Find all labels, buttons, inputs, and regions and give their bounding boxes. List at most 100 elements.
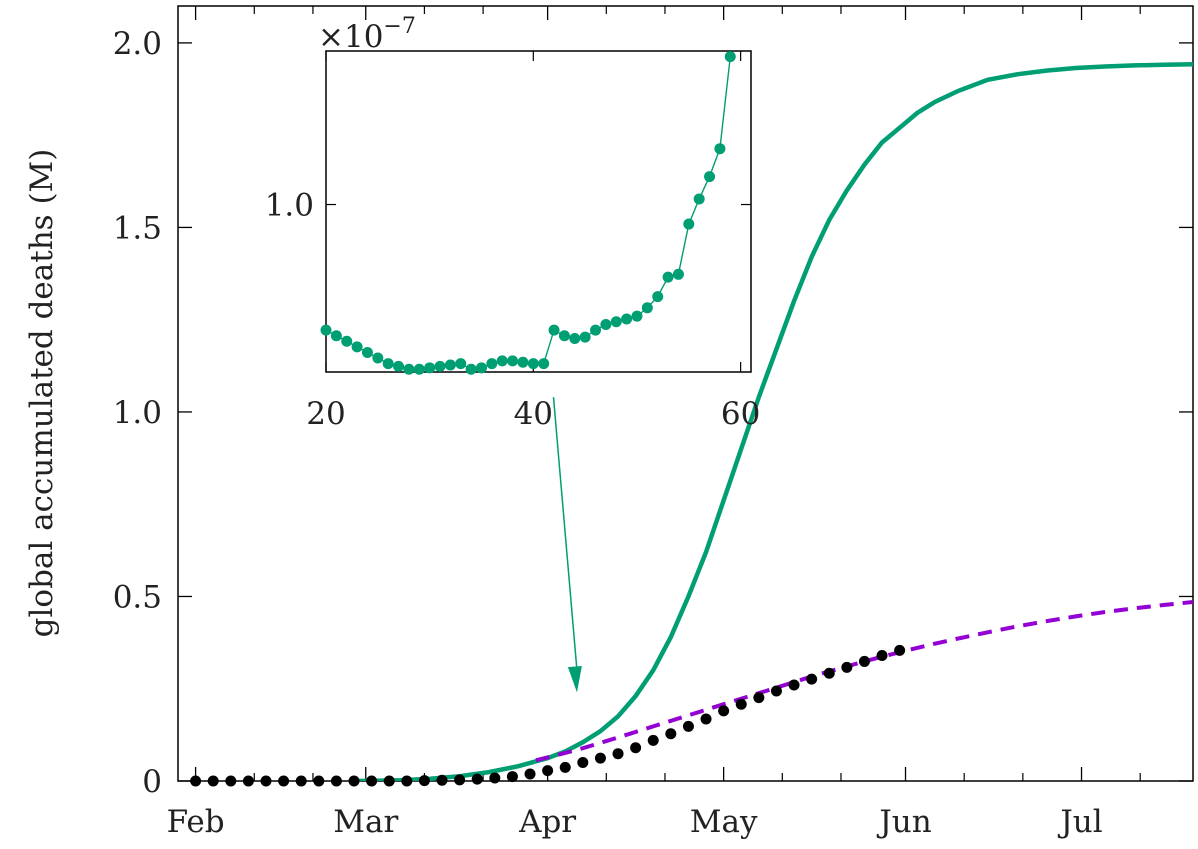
x-tick-label: Jun <box>876 804 931 840</box>
y-axis-label: global accumulated deaths (M) <box>24 149 60 638</box>
observed-point <box>735 698 747 710</box>
observed-point <box>682 720 694 732</box>
inset-exponent-label: ×10−7 <box>318 14 416 55</box>
observed-point <box>383 775 395 787</box>
inset-point <box>361 346 373 358</box>
observed-point <box>647 734 659 746</box>
y-tick-label: 0 <box>142 764 162 800</box>
inset-point <box>558 330 570 342</box>
inset-point <box>486 358 498 370</box>
observed-point <box>524 768 536 780</box>
inset-x-tick-label: 40 <box>514 396 553 432</box>
observed-point <box>788 679 800 691</box>
inset-point <box>579 331 591 343</box>
inset-point <box>496 355 508 367</box>
inset-point <box>330 330 342 342</box>
observed-point <box>858 655 870 667</box>
observed-point <box>471 773 483 785</box>
inset-point <box>693 193 705 205</box>
y-tick-label: 1.0 <box>113 395 162 431</box>
observed-point <box>366 775 378 787</box>
observed-point <box>612 748 624 760</box>
inset-point <box>652 291 664 303</box>
observed-point <box>594 752 606 764</box>
observed-point <box>506 771 518 783</box>
inset-point <box>465 363 477 375</box>
inset-point <box>517 356 529 368</box>
observed-point <box>348 775 360 787</box>
inset-x-tick-label: 20 <box>306 396 345 432</box>
observed-point <box>242 775 254 787</box>
y-tick-label: 0.5 <box>113 579 162 615</box>
annotation-arrow-shaft <box>552 397 578 671</box>
inset-point <box>475 362 487 374</box>
inset-point <box>631 310 643 322</box>
annotation-arrow-head <box>567 665 582 693</box>
inset-point <box>704 171 716 183</box>
observed-point <box>489 772 501 784</box>
inset-point <box>621 313 633 325</box>
observed-point <box>806 673 818 685</box>
inset-point <box>424 362 436 374</box>
observed-point <box>876 650 888 662</box>
observed-point <box>295 775 307 787</box>
x-tick-label: Feb <box>167 804 225 840</box>
inset-point <box>538 358 550 370</box>
inset-point <box>569 333 581 345</box>
observed-point <box>841 661 853 673</box>
inset-point <box>527 358 539 370</box>
inset-point <box>507 355 519 367</box>
inset-point <box>455 358 467 370</box>
observed-point <box>225 775 237 787</box>
observed-point <box>577 757 589 769</box>
observed-point <box>894 644 906 656</box>
inset-point <box>672 268 684 280</box>
continuation-dashed-line <box>535 600 1193 763</box>
inset-point <box>382 358 394 370</box>
observed-point <box>207 775 219 787</box>
y-tick-label: 2.0 <box>113 26 162 62</box>
inset-point <box>413 363 425 375</box>
model-fit-line <box>353 62 1193 781</box>
observed-point <box>278 775 290 787</box>
inset-exponent-base: ×10 <box>318 19 383 55</box>
inset-point <box>641 302 653 314</box>
inset-point <box>393 360 405 372</box>
inset-point <box>341 335 353 347</box>
observed-point <box>770 685 782 697</box>
observed-point <box>313 775 325 787</box>
observed-point <box>753 692 765 704</box>
x-tick-label: Jul <box>1057 804 1102 840</box>
inset-frame <box>325 50 752 373</box>
inset-point <box>403 363 415 375</box>
plot-frame <box>177 5 1194 782</box>
inset-point <box>320 324 332 336</box>
inset-point <box>548 324 560 336</box>
inset-x-tick-label: 60 <box>721 396 760 432</box>
x-tick-label: Mar <box>333 804 398 840</box>
inset-point <box>610 316 622 328</box>
observed-point <box>401 775 413 787</box>
observed-point <box>542 765 554 777</box>
inset-exponent-power: −7 <box>383 14 415 39</box>
observed-point <box>260 775 272 787</box>
inset-point <box>590 324 602 336</box>
observed-point <box>330 775 342 787</box>
inset-point <box>600 319 612 331</box>
observed-point <box>700 713 712 725</box>
observed-point <box>436 774 448 786</box>
observed-point <box>823 667 835 679</box>
inset-point <box>662 271 674 283</box>
observed-point <box>190 775 202 787</box>
inset-point <box>372 352 384 364</box>
inset-point <box>444 359 456 371</box>
inset-point <box>683 218 695 230</box>
observed-point <box>559 761 571 773</box>
inset-point <box>351 341 363 353</box>
observed-point <box>630 742 642 754</box>
x-tick-label: Apr <box>518 804 576 840</box>
observed-point <box>718 705 730 717</box>
observed-point <box>665 728 677 740</box>
